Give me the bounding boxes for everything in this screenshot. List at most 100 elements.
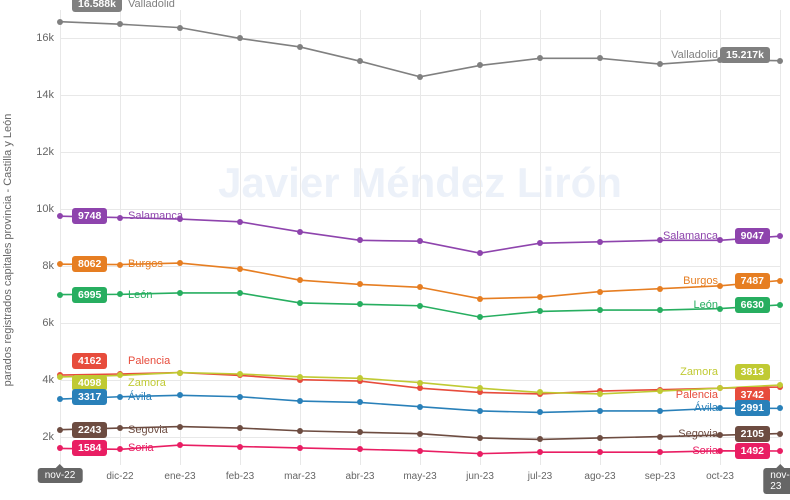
series-point[interactable]	[477, 435, 483, 441]
series-point[interactable]	[537, 449, 543, 455]
series-point[interactable]	[237, 219, 243, 225]
series-point[interactable]	[597, 435, 603, 441]
series-point[interactable]	[777, 58, 783, 64]
series-point[interactable]	[177, 25, 183, 31]
series-point[interactable]	[237, 266, 243, 272]
series-point[interactable]	[237, 394, 243, 400]
series-point[interactable]	[597, 239, 603, 245]
series-point[interactable]	[297, 428, 303, 434]
series-point[interactable]	[477, 408, 483, 414]
series-point[interactable]	[537, 308, 543, 314]
series-point[interactable]	[297, 44, 303, 50]
series-point[interactable]	[657, 61, 663, 67]
series-point[interactable]	[177, 290, 183, 296]
series-point[interactable]	[597, 55, 603, 61]
series-point[interactable]	[597, 449, 603, 455]
series-point[interactable]	[777, 382, 783, 388]
series-point[interactable]	[777, 278, 783, 284]
series-point[interactable]	[537, 389, 543, 395]
series-point[interactable]	[417, 284, 423, 290]
series-point[interactable]	[357, 446, 363, 452]
series-point[interactable]	[237, 425, 243, 431]
series-point[interactable]	[657, 434, 663, 440]
series-point[interactable]	[177, 424, 183, 430]
series-point[interactable]	[177, 370, 183, 376]
series-point[interactable]	[237, 290, 243, 296]
series-point[interactable]	[117, 262, 123, 268]
series-point[interactable]	[117, 446, 123, 452]
series-point[interactable]	[537, 55, 543, 61]
series-point[interactable]	[57, 396, 63, 402]
series-point[interactable]	[297, 277, 303, 283]
series-name-left: Valladolid	[128, 0, 175, 10]
series-point[interactable]	[297, 445, 303, 451]
series-point[interactable]	[357, 58, 363, 64]
series-point[interactable]	[537, 409, 543, 415]
series-point[interactable]	[597, 408, 603, 414]
series-point[interactable]	[177, 260, 183, 266]
series-point[interactable]	[417, 448, 423, 454]
series-point[interactable]	[237, 371, 243, 377]
series-point[interactable]	[657, 307, 663, 313]
series-point[interactable]	[297, 229, 303, 235]
series-point[interactable]	[417, 380, 423, 386]
series-point[interactable]	[477, 451, 483, 457]
series-point[interactable]	[777, 302, 783, 308]
series-point[interactable]	[177, 442, 183, 448]
series-point[interactable]	[57, 213, 63, 219]
series-point[interactable]	[417, 238, 423, 244]
series-point[interactable]	[117, 425, 123, 431]
series-point[interactable]	[597, 289, 603, 295]
series-point[interactable]	[657, 408, 663, 414]
series-point[interactable]	[597, 307, 603, 313]
series-point[interactable]	[417, 385, 423, 391]
series-point[interactable]	[57, 19, 63, 25]
series-point[interactable]	[57, 292, 63, 298]
series-point[interactable]	[357, 281, 363, 287]
series-point[interactable]	[657, 449, 663, 455]
series-point[interactable]	[297, 374, 303, 380]
series-point[interactable]	[477, 62, 483, 68]
series-point[interactable]	[777, 405, 783, 411]
series-point[interactable]	[57, 445, 63, 451]
series-point[interactable]	[117, 215, 123, 221]
series-point[interactable]	[237, 35, 243, 41]
series-point[interactable]	[777, 233, 783, 239]
series-point[interactable]	[777, 431, 783, 437]
series-point[interactable]	[477, 250, 483, 256]
series-point[interactable]	[657, 286, 663, 292]
series-point[interactable]	[57, 261, 63, 267]
series-point[interactable]	[657, 388, 663, 394]
series-point[interactable]	[417, 303, 423, 309]
series-point[interactable]	[477, 385, 483, 391]
y-tick-label: 6k	[42, 317, 54, 329]
series-point[interactable]	[117, 372, 123, 378]
series-point[interactable]	[537, 294, 543, 300]
series-point[interactable]	[357, 301, 363, 307]
series-point[interactable]	[117, 21, 123, 27]
series-point[interactable]	[117, 394, 123, 400]
series-point[interactable]	[357, 375, 363, 381]
series-point[interactable]	[357, 399, 363, 405]
series-name-left: Palencia	[128, 355, 170, 367]
series-point[interactable]	[357, 429, 363, 435]
series-point[interactable]	[357, 237, 363, 243]
series-point[interactable]	[537, 436, 543, 442]
series-point[interactable]	[117, 291, 123, 297]
series-point[interactable]	[237, 444, 243, 450]
series-point[interactable]	[417, 74, 423, 80]
series-point[interactable]	[417, 431, 423, 437]
series-point[interactable]	[477, 296, 483, 302]
series-point[interactable]	[57, 427, 63, 433]
series-point[interactable]	[537, 240, 543, 246]
series-point[interactable]	[777, 448, 783, 454]
series-point[interactable]	[597, 391, 603, 397]
series-point[interactable]	[297, 300, 303, 306]
series-point[interactable]	[477, 314, 483, 320]
series-point[interactable]	[177, 392, 183, 398]
start-value-badge: 16.588k	[72, 0, 122, 12]
end-value-badge: 15.217k	[720, 47, 770, 63]
series-point[interactable]	[297, 398, 303, 404]
series-point[interactable]	[57, 374, 63, 380]
series-point[interactable]	[417, 404, 423, 410]
